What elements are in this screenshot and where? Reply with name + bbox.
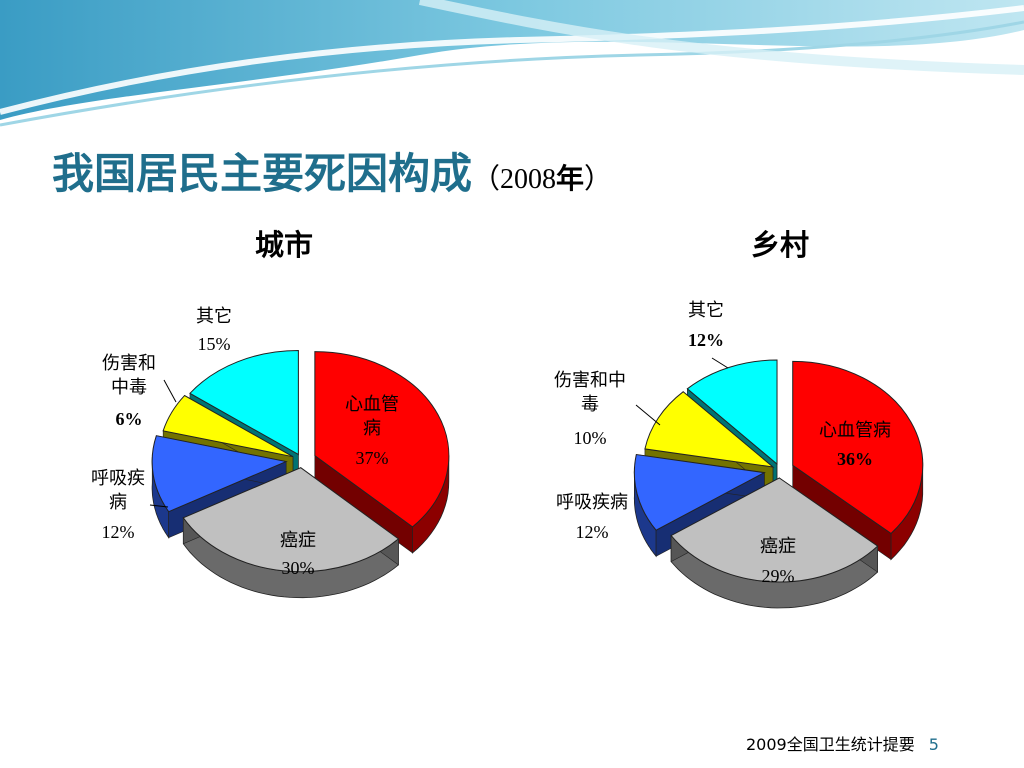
slice-label-1-3: 伤害和中 xyxy=(554,370,626,391)
page-number: 5 xyxy=(928,735,939,754)
year-open: （2008 xyxy=(472,164,557,195)
header-wave-banner xyxy=(0,0,1024,127)
slice-value-0-2: 12% xyxy=(102,522,135,542)
slice-label-1-3: 毒 xyxy=(581,394,599,415)
slice-label-1-4: 其它 xyxy=(688,300,724,321)
slice-label-0-4: 其它 xyxy=(196,306,232,327)
pie-slice-1-3 xyxy=(644,391,775,468)
year-unit: 年 xyxy=(556,162,585,195)
leader-line-1-4 xyxy=(711,357,729,369)
slice-label-0-2: 呼吸疾 xyxy=(91,468,145,489)
slice-label-0-0: 病 xyxy=(363,418,381,439)
slice-label-1-1: 癌症 xyxy=(760,536,796,557)
pie-slice-0-3 xyxy=(162,394,294,458)
pie-slice-1-0 xyxy=(792,360,924,535)
slice-label-0-3: 中毒 xyxy=(111,377,147,398)
slice-value-0-4: 15% xyxy=(198,334,231,354)
chart-title-city: 城市 xyxy=(254,228,313,262)
slice-value-1-3: 10% xyxy=(574,428,607,448)
slice-label-0-2: 病 xyxy=(109,492,127,513)
year-close: ） xyxy=(584,164,613,195)
slice-value-1-1: 29% xyxy=(762,566,795,586)
chart-title-rural: 乡村 xyxy=(750,228,809,262)
pie-slice-0-0 xyxy=(314,351,450,528)
pie-slice-0-2 xyxy=(151,435,288,513)
slice-value-0-3: 6% xyxy=(116,409,143,429)
pie-slice-1-2 xyxy=(633,454,766,531)
slice-label-0-1: 癌症 xyxy=(280,530,316,551)
footer-source: 2009全国卫生统计提要 xyxy=(746,735,915,754)
pie-slice-0-4 xyxy=(189,349,299,456)
slide-title: 我国居民主要死因构成（2008年） xyxy=(52,140,612,201)
slice-value-0-1: 30% xyxy=(282,558,315,578)
slice-value-1-4: 12% xyxy=(688,330,724,350)
slide-title-year: （2008年） xyxy=(472,162,613,195)
footer: 2009全国卫生统计提要 5 xyxy=(746,731,939,755)
slide-title-text: 我国居民主要死因构成 xyxy=(52,149,473,198)
slice-value-0-0: 37% xyxy=(356,448,389,468)
leader-line-0-3 xyxy=(163,379,177,403)
pie-slice-1-1 xyxy=(670,477,879,583)
pie-slice-1-4 xyxy=(686,359,778,466)
slice-value-1-2: 12% xyxy=(576,522,609,542)
slice-label-0-0: 心血管 xyxy=(345,394,399,415)
pie-slice-0-1 xyxy=(182,467,400,573)
slice-label-1-0: 心血管病 xyxy=(819,420,891,441)
leader-line-1-3 xyxy=(635,404,661,426)
slice-label-0-3: 伤害和 xyxy=(102,353,156,374)
slice-value-1-0: 36% xyxy=(837,449,873,469)
slice-label-1-2: 呼吸疾病 xyxy=(556,492,628,513)
leader-line-0-2 xyxy=(149,504,169,508)
